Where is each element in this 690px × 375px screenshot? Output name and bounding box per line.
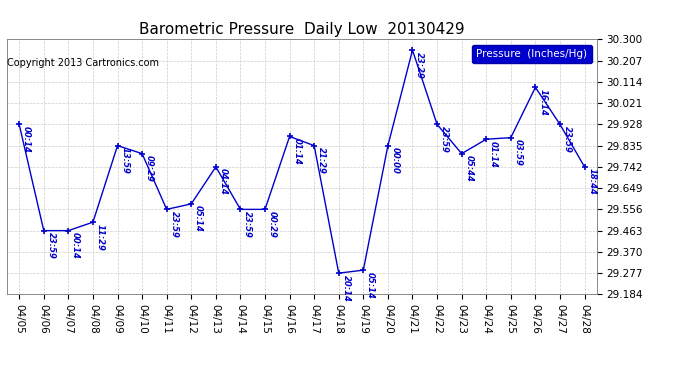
Pressure  (Inches/Hg) — [310, 143, 318, 148]
Text: 23:59: 23:59 — [170, 211, 179, 238]
Text: 23:29: 23:29 — [415, 51, 424, 78]
Text: 05:14: 05:14 — [366, 272, 375, 298]
Pressure  (Inches/Hg) — [384, 143, 392, 148]
Pressure  (Inches/Hg) — [335, 271, 343, 275]
Title: Barometric Pressure  Daily Low  20130429: Barometric Pressure Daily Low 20130429 — [139, 22, 464, 37]
Text: 03:59: 03:59 — [513, 139, 522, 166]
Legend: Pressure  (Inches/Hg): Pressure (Inches/Hg) — [473, 45, 591, 63]
Text: 18:44: 18:44 — [587, 168, 596, 195]
Text: 23:59: 23:59 — [563, 126, 572, 153]
Pressure  (Inches/Hg) — [212, 165, 220, 169]
Text: 11:29: 11:29 — [96, 224, 105, 251]
Text: 01:14: 01:14 — [489, 141, 498, 168]
Pressure  (Inches/Hg) — [39, 228, 48, 233]
Text: 05:14: 05:14 — [194, 205, 203, 232]
Pressure  (Inches/Hg) — [359, 268, 368, 272]
Text: 13:59: 13:59 — [120, 147, 129, 174]
Text: Copyright 2013 Cartronics.com: Copyright 2013 Cartronics.com — [7, 58, 159, 68]
Pressure  (Inches/Hg) — [64, 228, 72, 233]
Pressure  (Inches/Hg) — [457, 152, 466, 156]
Pressure  (Inches/Hg) — [113, 143, 121, 148]
Text: 23:59: 23:59 — [243, 211, 253, 238]
Text: 09:29: 09:29 — [145, 155, 154, 182]
Text: 21:29: 21:29 — [317, 147, 326, 174]
Pressure  (Inches/Hg) — [138, 152, 146, 156]
Pressure  (Inches/Hg) — [506, 135, 515, 140]
Pressure  (Inches/Hg) — [286, 134, 294, 139]
Text: 00:14: 00:14 — [22, 126, 31, 153]
Text: 00:29: 00:29 — [268, 211, 277, 238]
Text: 01:14: 01:14 — [293, 138, 302, 165]
Pressure  (Inches/Hg) — [580, 165, 589, 169]
Line: Pressure  (Inches/Hg): Pressure (Inches/Hg) — [16, 46, 588, 277]
Text: 04:14: 04:14 — [219, 168, 228, 195]
Pressure  (Inches/Hg) — [433, 122, 441, 127]
Text: 23:59: 23:59 — [46, 232, 56, 259]
Text: 20:14: 20:14 — [342, 274, 351, 302]
Pressure  (Inches/Hg) — [236, 207, 244, 212]
Text: 00:14: 00:14 — [71, 232, 80, 259]
Pressure  (Inches/Hg) — [89, 220, 97, 224]
Text: 16:14: 16:14 — [538, 89, 547, 116]
Pressure  (Inches/Hg) — [261, 207, 269, 212]
Text: 23:59: 23:59 — [440, 126, 449, 153]
Text: 05:44: 05:44 — [464, 155, 473, 182]
Pressure  (Inches/Hg) — [187, 202, 195, 206]
Pressure  (Inches/Hg) — [482, 137, 491, 141]
Pressure  (Inches/Hg) — [408, 48, 417, 52]
Pressure  (Inches/Hg) — [163, 207, 171, 212]
Text: 00:00: 00:00 — [391, 147, 400, 174]
Pressure  (Inches/Hg) — [531, 85, 540, 90]
Pressure  (Inches/Hg) — [15, 122, 23, 127]
Pressure  (Inches/Hg) — [556, 122, 564, 127]
